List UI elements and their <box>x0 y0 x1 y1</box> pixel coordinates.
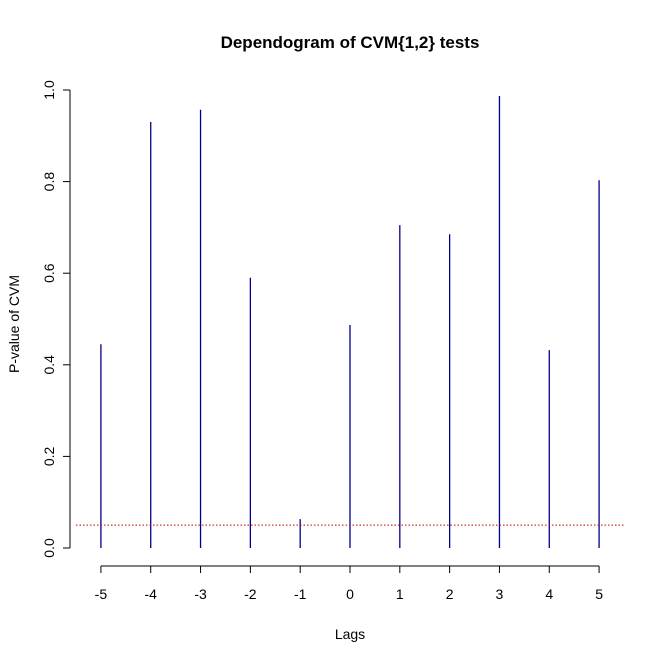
x-tick-label: 4 <box>545 586 553 602</box>
x-tick-label: -2 <box>244 586 257 602</box>
x-tick-label: 2 <box>446 586 454 602</box>
y-tick-label: 0.8 <box>41 172 57 192</box>
y-axis-label: P-value of CVM <box>6 275 22 373</box>
y-tick-label: 0.6 <box>41 263 57 283</box>
y-axis: 0.0 0.2 0.4 0.6 0.8 1.0 <box>41 80 71 558</box>
x-tick-label: 5 <box>595 586 603 602</box>
x-tick-label: 1 <box>396 586 404 602</box>
x-tick-label: 3 <box>496 586 504 602</box>
y-tick-label: 0.0 <box>41 538 57 558</box>
x-tick-label: 0 <box>346 586 354 602</box>
y-tick-label: 1.0 <box>41 80 57 100</box>
x-tick-label: -4 <box>145 586 158 602</box>
y-tick-label: 0.2 <box>41 446 57 466</box>
x-axis-label: Lags <box>335 626 365 642</box>
x-tick-label: -1 <box>294 586 307 602</box>
y-tick-label: 0.4 <box>41 355 57 375</box>
chart-title: Dependogram of CVM{1,2} tests <box>221 33 480 52</box>
x-tick-label: -3 <box>194 586 207 602</box>
bars-group <box>100 95 600 548</box>
x-axis: -5 -4 -3 -2 -1 0 1 2 3 4 5 <box>95 565 603 602</box>
x-tick-label: -5 <box>95 586 108 602</box>
